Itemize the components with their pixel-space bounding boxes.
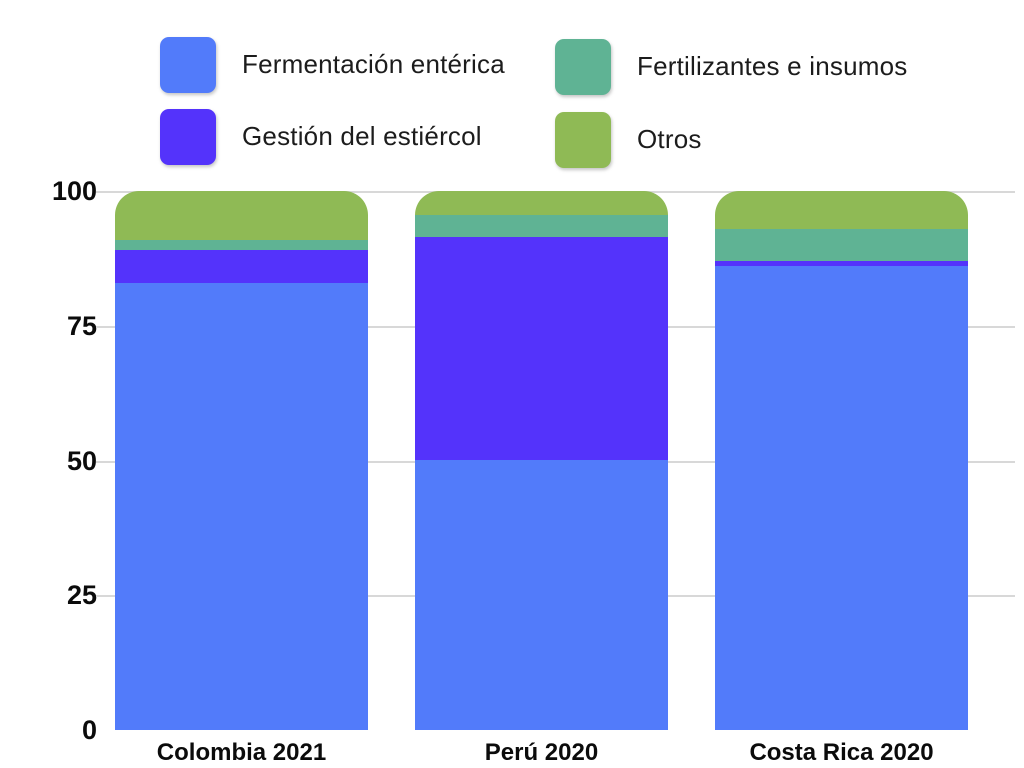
stacked-bar-1 xyxy=(115,191,368,730)
legend-swatch-otros xyxy=(555,111,611,168)
bar-segment-otros xyxy=(715,191,968,229)
stacked-bar-3 xyxy=(715,191,968,730)
bar-segment-fermentaci-n-ent-rica xyxy=(715,266,968,730)
y-tick-75: 75 xyxy=(66,310,97,341)
x-label-1: Colombia 2021 xyxy=(156,739,327,766)
y-tick-50: 50 xyxy=(66,445,97,476)
stacked-bar-2 xyxy=(415,191,668,730)
legend-item-fermentacion-enterica: Fermentación entérica xyxy=(160,36,505,93)
legend-swatch-fermentacion-enterica xyxy=(160,36,216,93)
legend-label: Gestión del estiércol xyxy=(242,121,482,151)
bar-segment-gesti-n-del-esti-rcol xyxy=(415,236,668,461)
bar-segment-gesti-n-del-esti-rcol xyxy=(715,261,968,267)
x-label-3: Costa Rica 2020 xyxy=(749,739,934,766)
x-label-2: Perú 2020 xyxy=(484,739,599,766)
bar-segment-fermentaci-n-ent-rica xyxy=(415,460,668,730)
legend-item-fertilizantes-e-insumos: Fertilizantes e insumos xyxy=(555,38,907,95)
bar-segment-otros xyxy=(115,191,368,240)
bar-segment-fermentaci-n-ent-rica xyxy=(115,282,368,730)
legend-item-otros: Otros xyxy=(555,111,702,168)
legend-label: Fermentación entérica xyxy=(242,49,505,79)
bar-segment-fertilizantes-e-insumos xyxy=(415,215,668,237)
y-tick-0: 0 xyxy=(81,715,97,745)
plot-area xyxy=(96,191,1015,730)
bar-segment-fertilizantes-e-insumos xyxy=(115,239,368,251)
legend-swatch-fertilizantes-e-insumos xyxy=(555,38,611,95)
bar-segment-fertilizantes-e-insumos xyxy=(715,228,968,262)
legend-swatch-gestion-del-estiercol xyxy=(160,108,216,165)
y-tick-100: 100 xyxy=(51,176,97,206)
y-tick-25: 25 xyxy=(66,580,97,611)
bar-segment-gesti-n-del-esti-rcol xyxy=(115,250,368,283)
bar-segment-otros xyxy=(415,191,668,216)
legend-label: Otros xyxy=(637,124,702,154)
legend-item-gestion-del-estiercol: Gestión del estiércol xyxy=(160,108,482,165)
legend-label: Fertilizantes e insumos xyxy=(637,51,908,81)
